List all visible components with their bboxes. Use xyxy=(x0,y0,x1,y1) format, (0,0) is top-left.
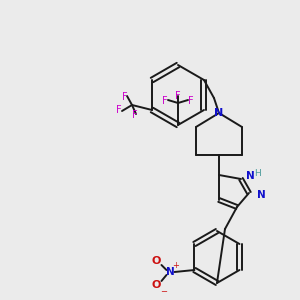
Text: N: N xyxy=(257,190,266,200)
Text: +: + xyxy=(172,260,179,269)
Text: F: F xyxy=(116,105,122,115)
Text: F: F xyxy=(162,96,168,106)
Text: O: O xyxy=(152,280,161,290)
Text: F: F xyxy=(175,91,181,101)
Text: N: N xyxy=(214,108,224,118)
Text: −: − xyxy=(160,287,167,296)
Text: N: N xyxy=(166,267,175,277)
Text: F: F xyxy=(122,92,128,102)
Text: F: F xyxy=(132,110,138,120)
Text: N: N xyxy=(246,171,255,181)
Text: H: H xyxy=(254,169,261,178)
Text: F: F xyxy=(188,96,194,106)
Text: O: O xyxy=(152,256,161,266)
